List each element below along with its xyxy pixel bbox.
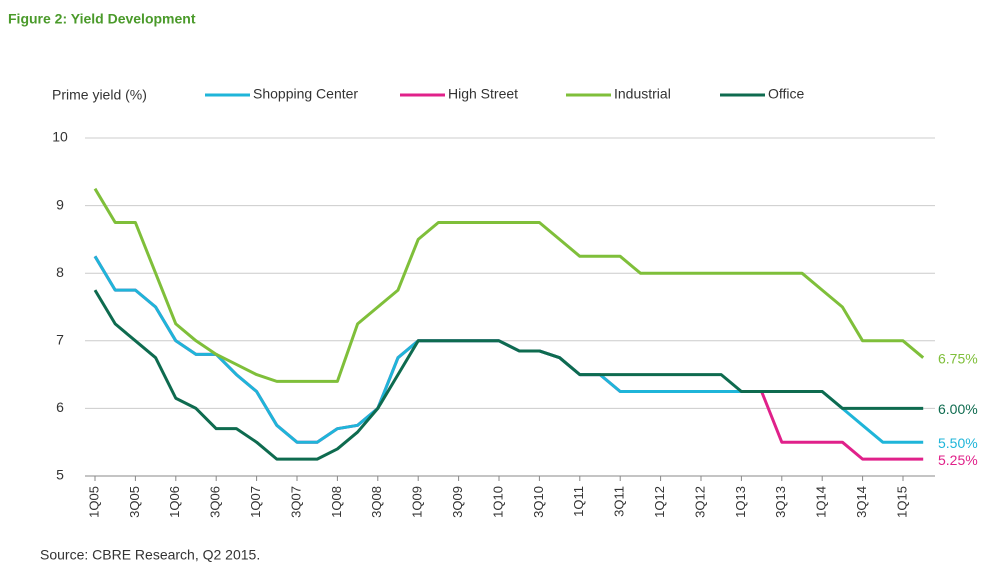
y-tick-label: 6	[56, 399, 64, 415]
x-tick-label: 3Q13	[773, 486, 788, 518]
x-tick-label: 3Q05	[127, 486, 142, 518]
x-tick-label: 3Q12	[692, 486, 707, 518]
x-tick-label: 3Q11	[612, 486, 627, 517]
legend-label: High Street	[448, 86, 518, 102]
legend-label: Shopping Center	[253, 86, 358, 102]
legend-label: Industrial	[614, 86, 671, 102]
x-tick-label: 1Q05	[86, 486, 101, 518]
y-axis-label: Prime yield (%)	[52, 87, 147, 103]
x-tick-label: 1Q08	[329, 486, 344, 518]
series-line	[93, 187, 925, 383]
x-tick-label: 3Q10	[531, 486, 546, 518]
x-tick-label: 1Q09	[410, 486, 425, 518]
x-tick-label: 1Q10	[490, 486, 505, 518]
x-tick-label: 1Q07	[248, 486, 263, 518]
y-tick-label: 10	[52, 129, 68, 145]
series-line	[93, 289, 924, 461]
x-tick-label: 3Q07	[288, 486, 303, 518]
end-value-label: 5.50%	[938, 435, 978, 451]
x-tick-label: 3Q09	[450, 486, 465, 518]
x-tick-label: 1Q12	[652, 486, 667, 518]
x-tick-label: 3Q14	[854, 486, 869, 518]
x-tick-label: 1Q14	[814, 486, 829, 518]
source-note: Source: CBRE Research, Q2 2015.	[40, 547, 260, 563]
y-tick-label: 9	[56, 196, 64, 212]
y-tick-label: 7	[56, 332, 64, 348]
x-tick-label: 3Q06	[208, 486, 223, 518]
y-tick-label: 5	[56, 467, 64, 483]
x-tick-label: 3Q08	[369, 486, 384, 518]
y-tick-label: 8	[56, 264, 64, 280]
series-line	[93, 255, 924, 444]
end-value-label: 6.75%	[938, 350, 978, 366]
end-value-label: 5.25%	[938, 452, 978, 468]
x-tick-label: 1Q15	[894, 486, 909, 518]
x-tick-label: 1Q13	[733, 486, 748, 518]
x-tick-label: 1Q06	[167, 486, 182, 518]
chart-title: Figure 2: Yield Development	[8, 11, 196, 27]
x-tick-label: 1Q11	[571, 486, 586, 517]
end-value-label: 6.00%	[938, 401, 978, 417]
legend-label: Office	[768, 86, 805, 102]
